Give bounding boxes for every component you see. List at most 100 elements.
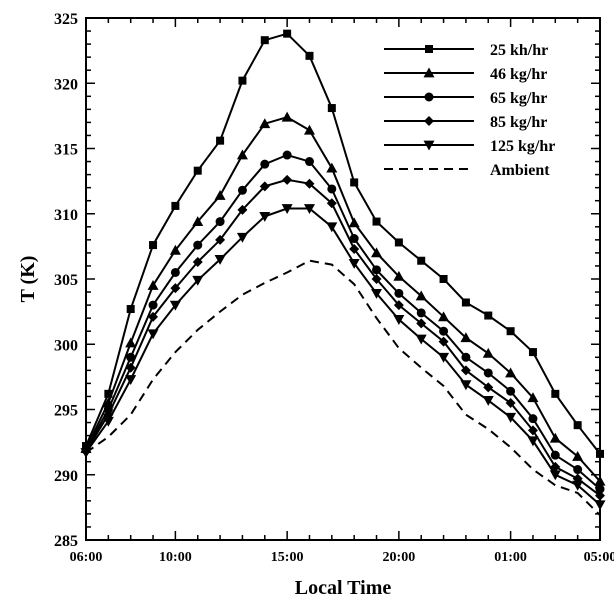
- triangle-down-marker: [326, 222, 338, 233]
- triangle-up-marker: [527, 392, 539, 403]
- diamond-marker: [416, 318, 427, 329]
- triangle-up-marker: [482, 347, 494, 358]
- diamond-marker: [483, 382, 494, 393]
- circle-marker: [215, 217, 225, 227]
- circle-marker: [282, 150, 292, 160]
- triangle-up-marker: [259, 118, 271, 129]
- diamond-marker: [393, 300, 404, 311]
- triangle-down-marker: [214, 255, 226, 265]
- triangle-up-marker: [281, 111, 293, 122]
- triangle-down-marker: [594, 500, 606, 511]
- series-layer: [80, 29, 606, 516]
- series-4: [81, 174, 605, 501]
- triangle-up-marker: [348, 217, 360, 228]
- triangle-up-marker: [505, 367, 517, 378]
- square-marker: [573, 421, 582, 430]
- circle-marker: [237, 185, 247, 195]
- square-marker: [216, 136, 225, 145]
- diamond-marker: [505, 397, 516, 408]
- y-tick-label: 310: [54, 207, 78, 224]
- y-tick-label: 290: [54, 468, 78, 485]
- square-marker: [596, 449, 604, 458]
- diamond-marker: [304, 178, 315, 189]
- triangle-down-marker: [192, 275, 204, 286]
- triangle-down-marker: [236, 232, 248, 243]
- triangle-down-marker: [125, 375, 137, 385]
- x-tick-label: 06:00: [70, 550, 103, 565]
- triangle-down-marker: [371, 288, 383, 299]
- triangle-down-marker: [102, 416, 114, 427]
- circle-marker: [550, 450, 560, 460]
- circle-marker: [416, 308, 426, 318]
- diamond-marker: [282, 174, 293, 185]
- y-tick-label: 305: [54, 272, 78, 289]
- triangle-down-marker: [527, 436, 539, 447]
- legend-entry: 25 kh/hr: [384, 42, 548, 59]
- y-tick-label: 315: [54, 142, 78, 159]
- y-axis-title: T (K): [17, 256, 39, 303]
- triangle-down-marker: [549, 470, 561, 481]
- diamond-marker: [326, 198, 337, 209]
- diamond-marker: [215, 234, 226, 245]
- series-line: [85, 153, 601, 490]
- triangle-down-marker: [281, 204, 293, 215]
- square-marker: [484, 311, 493, 320]
- square-marker: [439, 275, 448, 283]
- x-axis-title: Local Time: [295, 577, 392, 599]
- legend-label: Ambient: [490, 162, 550, 179]
- circle-marker: [260, 159, 270, 169]
- x-tick-label: 05:00: [584, 550, 614, 565]
- legend-label: 85 kg/hr: [490, 114, 547, 131]
- square-marker: [283, 29, 292, 38]
- triangle-up-marker: [438, 311, 450, 322]
- diamond-marker: [371, 274, 382, 284]
- circle-marker: [506, 386, 516, 396]
- legend-entry: 85 kg/hr: [384, 114, 547, 131]
- square-marker: [305, 51, 314, 60]
- triangle-up-marker: [214, 189, 226, 200]
- square-marker: [126, 305, 135, 314]
- diamond-marker: [595, 490, 605, 501]
- legend-label: 25 kh/hr: [490, 42, 548, 59]
- circle-marker: [349, 234, 359, 244]
- triangle-down-marker: [393, 315, 405, 325]
- y-tick-label: 285: [54, 533, 78, 550]
- square-marker: [506, 327, 515, 336]
- triangle-down-marker: [415, 334, 427, 345]
- triangle-up-marker: [303, 124, 315, 135]
- circle-marker: [148, 300, 158, 310]
- diamond-marker: [438, 336, 449, 347]
- square-marker: [350, 178, 359, 187]
- triangle-up-marker: [169, 244, 181, 255]
- triangle-up-marker: [236, 149, 248, 160]
- circle-marker: [461, 352, 471, 362]
- circle-marker: [439, 326, 449, 336]
- square-marker: [260, 36, 269, 45]
- diamond-marker: [460, 365, 471, 376]
- legend-entry: 46 kg/hr: [384, 66, 547, 83]
- series-6: [85, 259, 601, 516]
- square-marker: [528, 348, 537, 357]
- y-tick-label: 295: [54, 403, 78, 420]
- diamond-marker: [349, 243, 360, 254]
- diamond-marker: [170, 283, 181, 294]
- square-marker: [461, 298, 470, 307]
- x-axis: 06:00 10:00 15:00 20:00 01:00 05:00: [70, 18, 614, 565]
- circle-marker: [528, 414, 538, 424]
- triangle-down-marker: [423, 140, 435, 151]
- triangle-down-marker: [482, 395, 494, 406]
- series-1: [82, 29, 604, 458]
- series-line: [85, 178, 601, 497]
- diamond-marker: [148, 311, 159, 322]
- square-marker: [394, 238, 403, 247]
- legend-entry: 65 kg/hr: [384, 90, 547, 107]
- circle-marker: [424, 92, 434, 102]
- circle-marker: [193, 240, 203, 250]
- triangle-down-marker: [303, 204, 315, 215]
- square-marker: [149, 241, 158, 250]
- diamond-marker: [237, 204, 248, 215]
- legend-entry: Ambient: [384, 162, 550, 179]
- diamond-marker: [424, 116, 434, 126]
- square-marker: [372, 217, 381, 226]
